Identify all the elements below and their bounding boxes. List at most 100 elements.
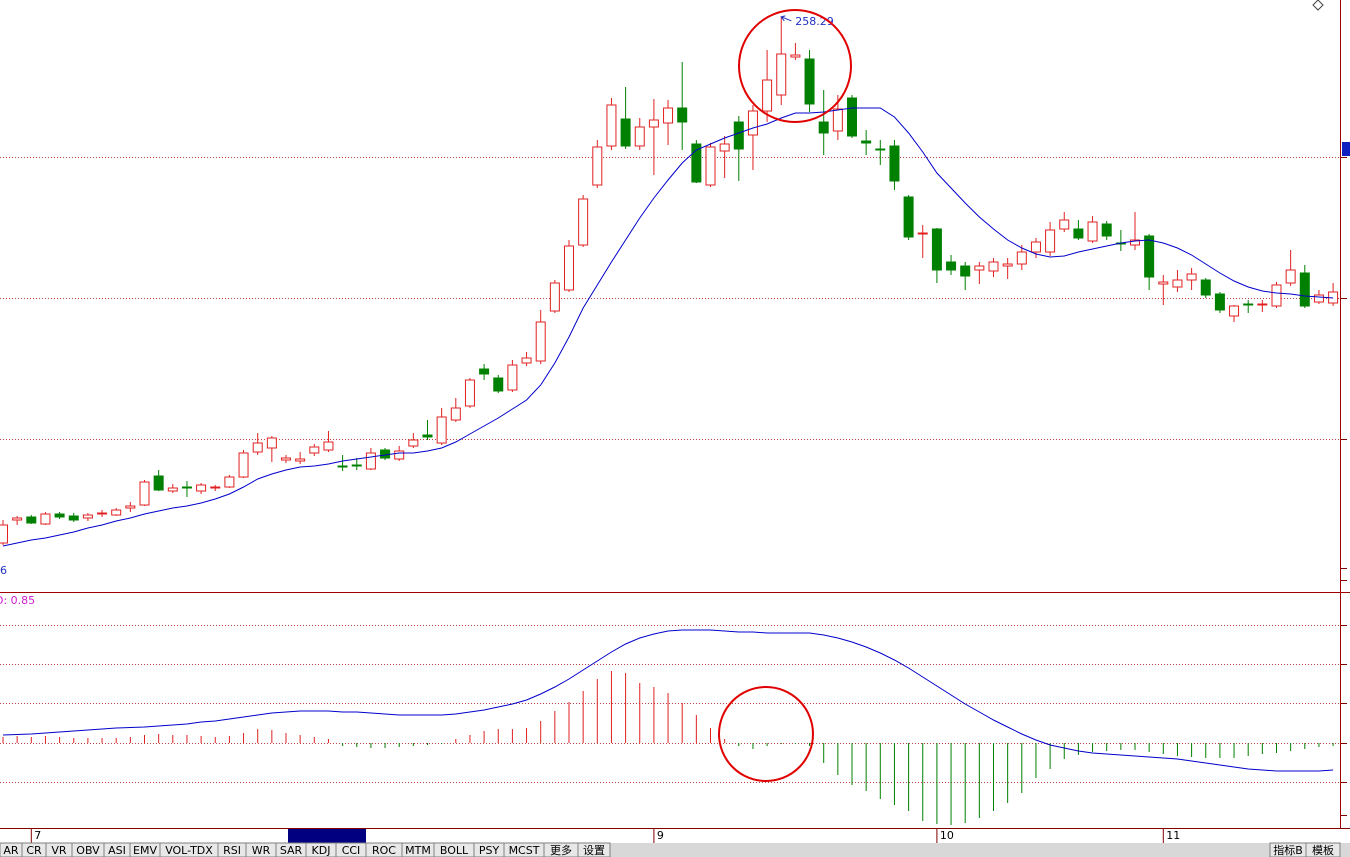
candle-body	[705, 146, 716, 186]
candle-body	[592, 146, 603, 186]
candle-body	[1285, 269, 1296, 284]
candle-body	[988, 261, 999, 272]
toolbar-tab-label: VOL-TDX	[165, 844, 213, 857]
candle-body	[351, 464, 362, 467]
candle-body	[1144, 235, 1155, 278]
candle-body	[125, 505, 136, 509]
toolbar-tab-label: ROC	[372, 844, 396, 857]
candle-body	[479, 368, 490, 375]
peak-arrow	[780, 15, 792, 22]
candle-body	[408, 439, 419, 447]
toolbar-tab-label: VR	[51, 844, 67, 857]
candle-body	[1045, 229, 1056, 253]
candle-body	[281, 457, 291, 461]
indicator-label: D: 0.85	[0, 594, 35, 607]
candle-body	[747, 110, 758, 136]
candle-body	[762, 79, 773, 112]
indicator-grid	[0, 625, 1340, 783]
candle-body	[1214, 293, 1225, 311]
toolbar-tab-label: AR	[3, 844, 19, 857]
candle-body	[861, 140, 872, 144]
candle-body	[68, 515, 79, 521]
candle-body	[210, 486, 221, 489]
toolbar-tab-label: PSY	[479, 844, 500, 857]
toolbar-tab-label: CR	[26, 844, 42, 857]
candle-body	[196, 484, 207, 492]
candle-body	[832, 108, 843, 132]
candle-body	[564, 245, 574, 291]
candle-body	[847, 97, 857, 137]
candle-body	[54, 513, 65, 518]
candle-body	[139, 481, 150, 506]
candle-body	[337, 465, 348, 468]
x-tick-label: 7	[34, 829, 41, 842]
price-marker	[1342, 142, 1350, 156]
candle-body	[323, 441, 334, 451]
candle-body	[1299, 272, 1310, 307]
candle-body	[549, 282, 560, 312]
candle-body	[733, 121, 744, 150]
candle-body	[648, 119, 659, 128]
selected-range	[288, 829, 366, 843]
candle-body	[889, 145, 900, 182]
candle-body	[252, 442, 263, 453]
candle-body	[790, 54, 801, 58]
toolbar-tab-label: 设置	[583, 844, 605, 857]
candle-body	[1101, 223, 1112, 237]
candle-body	[1059, 219, 1070, 230]
toolbar-tab-label: SAR	[280, 844, 303, 857]
candle-body	[12, 517, 23, 521]
x-tick-label: 9	[657, 829, 664, 842]
candle-body	[606, 104, 617, 147]
toolbar-tab[interactable]	[577, 842, 611, 857]
candle-body	[365, 452, 376, 470]
candle-body	[677, 107, 688, 123]
candle-body	[436, 416, 447, 444]
candle-body	[493, 377, 504, 392]
toolbar-tab-label: ASI	[108, 844, 126, 857]
candle-body	[153, 475, 164, 491]
price-grid	[0, 157, 1340, 440]
toolbar-tab-label: CCI	[342, 844, 361, 857]
candle-body	[903, 196, 914, 238]
x-tick-label: 11	[1166, 829, 1180, 842]
right-ticks	[1341, 157, 1347, 816]
candle-body	[238, 452, 249, 478]
candle-body	[380, 449, 391, 459]
candle-body	[1313, 294, 1324, 303]
candle-body	[111, 509, 122, 516]
candle-body	[974, 265, 985, 271]
candle-body	[26, 516, 37, 524]
candle-body	[266, 437, 277, 449]
x-tick-label: 10	[940, 829, 954, 842]
candle-body	[818, 121, 829, 134]
candle-body	[422, 434, 433, 438]
candle-body	[1257, 303, 1268, 306]
candle-body	[946, 261, 957, 271]
candle-body	[535, 321, 546, 362]
price-label: 6	[0, 564, 7, 577]
candle-body	[450, 407, 461, 421]
candle-body	[507, 364, 518, 391]
signal-line	[2, 629, 1334, 772]
candle-body	[1186, 273, 1197, 281]
candle-body	[931, 228, 942, 271]
toolbar-button-label: 指标B	[1273, 843, 1303, 857]
candle-body	[295, 458, 306, 462]
candle-body	[917, 232, 928, 235]
toolbar-button[interactable]	[1305, 842, 1341, 857]
candle-body	[776, 53, 787, 96]
candle-body	[521, 357, 532, 364]
candle-body	[1002, 263, 1013, 267]
toolbar-tab-label: MCST	[509, 844, 540, 857]
candle-body	[40, 513, 51, 525]
toolbar-tab-label: OBV	[76, 844, 100, 857]
candle-body	[1229, 305, 1240, 317]
candle-body	[634, 126, 645, 147]
candle-body	[1200, 279, 1211, 296]
diamond-icon[interactable]	[1312, 0, 1324, 11]
toolbar-tab-label: BOLL	[440, 844, 469, 857]
candle-body	[1243, 303, 1254, 306]
